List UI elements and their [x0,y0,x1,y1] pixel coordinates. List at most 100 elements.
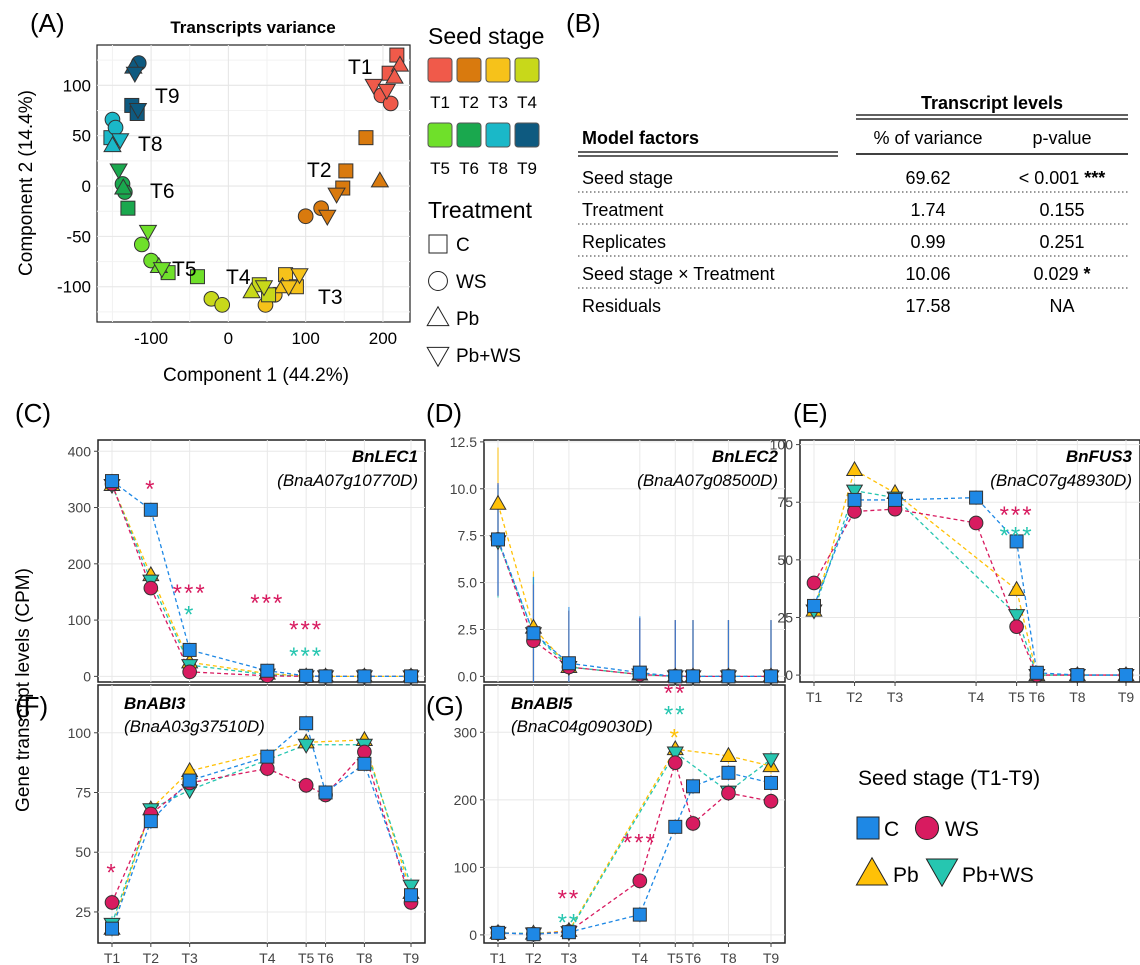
data-point-Pb [845,460,864,476]
y-tick-label: 50 [75,844,91,860]
pca-point-T1 [390,55,410,72]
x-tick-label: T1 [806,689,823,705]
panel-b-label: (B) [566,8,601,38]
x-tick-label: T9 [403,950,420,965]
pca-point-T2 [327,187,346,204]
pca-stage-label: T2 [307,159,332,182]
legend-swatch-T2 [456,57,482,83]
y-tick-label: 10.0 [450,481,477,497]
legend-stage-label: T3 [488,93,508,112]
data-point-C [299,668,314,683]
y-tick-label: 50 [72,127,91,146]
data-point-C [686,669,700,684]
legend-stage-label: T1 [430,93,450,112]
x-tick-label: T8 [1069,689,1086,705]
x-tick-label: T2 [846,689,863,705]
legend-swatch-T5 [427,122,453,148]
legend-label-WS: WS [945,818,979,841]
data-point-WS [806,575,822,591]
legend-swatch-T8 [485,122,511,148]
legend-treatment-label: Pb [456,309,479,330]
legend-marker-PbWS [925,858,959,888]
legend-stage-label: T2 [459,93,479,112]
x-tick-label: T4 [259,950,276,965]
pca-point-T5 [138,224,158,242]
series-line-WS [497,760,772,935]
gene-name: BnABI5 [511,694,573,713]
y-tick-label: 300 [454,724,478,740]
y-tick-label: 75 [75,785,91,801]
data-point-Pb+WS [297,738,315,754]
y-tick-label: 0 [83,668,91,684]
data-point-C [357,756,372,771]
data-point-WS [968,515,984,531]
data-point-Pb+WS [762,753,780,769]
data-point-C [721,765,736,780]
x-tick-label: T4 [632,950,649,965]
pca-x-axis-label: Component 1 (44.2%) [163,365,349,386]
data-point-WS [763,793,779,809]
significance-star: ** [558,886,581,913]
data-point-C [668,669,683,684]
pca-point-T6 [114,178,133,195]
x-tick-label: T4 [968,689,985,705]
x-tick-label: 100 [291,329,319,348]
gene-id: (BnaA03g37510D) [124,717,265,736]
data-point-Pb [489,494,507,510]
significance-star: ** [664,701,687,728]
significance-star: *** [1000,522,1034,549]
table-row-factor: Residuals [582,296,661,316]
x-tick-label: 0 [224,329,233,348]
legend-swatch-T1 [427,57,453,83]
x-tick-label: T5 [667,950,684,965]
data-point-C [318,669,333,684]
panel-e-label: (E) [793,398,828,428]
data-point-Pb+WS [402,879,420,895]
table-row-variance: 0.99 [910,232,945,252]
significance-star: * [106,859,117,886]
gene-name: BnLEC1 [352,447,418,466]
table-row-pvalue: 0.251 [1039,232,1084,252]
x-tick-label: T9 [1118,689,1135,705]
x-tick-label: T9 [763,950,780,965]
y-tick-label: 100 [68,612,92,628]
x-tick-label: T8 [356,950,373,965]
data-point-C [299,716,314,731]
y-tick-label: 100 [68,725,92,741]
pca-point-T4 [254,280,274,297]
data-point-C [632,665,647,680]
data-point-WS [357,744,372,760]
significance-star: * [145,476,156,503]
pca-point-T2 [338,163,354,179]
y-tick-label: 12.5 [450,434,477,450]
legend-stage-label: T4 [517,93,537,112]
pca-point-T6 [120,200,136,216]
pca-point-T9 [128,103,148,120]
data-point-WS [182,664,197,680]
panel-F: 25 50 75 100 T1 T2 T3 T4 T5 T6 T8 T9 * [68,684,426,965]
pca-title: Transcripts variance [170,18,335,37]
pca-stage-label: T4 [226,266,251,289]
y-tick-label: 100 [770,437,794,453]
plot-area [483,684,786,944]
data-point-WS [143,580,159,596]
legend-shape-Pb+WS [426,346,450,368]
table-row-pvalue: 0.029 * [1033,264,1090,284]
data-point-C [1070,668,1085,683]
plot-area [97,439,426,683]
data-point-C [807,598,821,613]
x-tick-label: T2 [143,950,160,965]
x-tick-label: -100 [134,329,168,348]
y-tick-label: 50 [777,552,793,568]
data-point-C [1029,665,1044,680]
table-header-variance: % of variance [873,128,982,148]
y-tick-label: 200 [68,556,92,572]
table-row-factor: Seed stage × Treatment [582,264,775,284]
data-point-C [888,492,903,507]
legend-stage-title: Seed stage [428,23,544,49]
pca-stage-label: T3 [318,286,343,309]
pca-point-T8 [110,133,130,150]
legend-label-Pb: Pb [893,864,919,887]
table-row-pvalue: 0.155 [1039,200,1084,220]
pca-stage-label: T6 [150,180,175,203]
